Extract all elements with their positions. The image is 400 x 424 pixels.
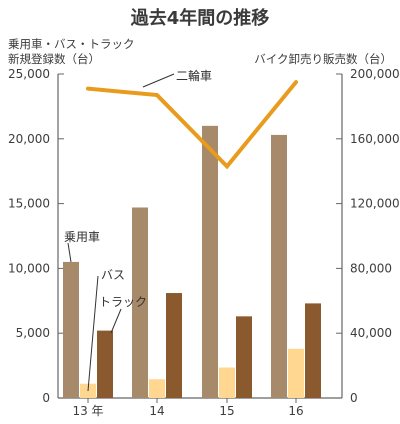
left-axis-tick-label-1: 5,000 xyxy=(16,326,50,340)
bar-トラック-1 xyxy=(166,293,182,398)
x-axis-label-0: 13 年 xyxy=(72,404,103,418)
bar-バス-3 xyxy=(288,349,304,398)
series-label-leader-truck xyxy=(111,309,121,333)
series-label-bus: バス xyxy=(101,268,125,282)
bar-トラック-2 xyxy=(236,316,252,398)
series-label-leader-motorcycles xyxy=(143,74,174,87)
bar-バス-2 xyxy=(219,368,235,398)
bar-乗用車-0 xyxy=(63,262,79,398)
left-axis-label-line-2: 新規登録数（台） xyxy=(8,52,100,66)
x-axis-label-2: 15 xyxy=(219,404,234,418)
right-axis-tick-label-5: 200,000 xyxy=(350,67,400,81)
bar-乗用車-2 xyxy=(202,126,218,398)
right-axis-tick-label-0: 0 xyxy=(350,391,358,405)
left-axis-tick-label-4: 20,000 xyxy=(8,132,50,146)
left-axis-label-line-1: 乗用車・バス・トラック xyxy=(8,37,135,51)
line-series-motorcycles xyxy=(88,82,296,166)
right-axis-tick-label-2: 80,000 xyxy=(350,261,392,275)
bar-トラック-3 xyxy=(305,303,321,398)
right-axis-tick-label-4: 160,000 xyxy=(350,132,400,146)
left-axis-tick-label-0: 0 xyxy=(42,391,50,405)
series-label-motorcycles: 二輪車 xyxy=(176,68,212,83)
series-label-passenger: 乗用車 xyxy=(64,230,100,244)
series-label-leader-passenger xyxy=(68,243,71,262)
chart-title: 過去4年間の推移 xyxy=(131,7,270,29)
bar-乗用車-3 xyxy=(271,135,287,398)
x-axis-label-3: 16 xyxy=(288,404,303,418)
left-axis-tick-label-3: 15,000 xyxy=(8,197,50,211)
left-axis-tick-label-5: 25,000 xyxy=(8,67,50,81)
x-axis-label-1: 14 xyxy=(149,404,164,418)
bar-トラック-0 xyxy=(97,331,113,398)
bar-バス-1 xyxy=(149,379,165,398)
right-axis-label: バイク卸売り販売数（台） xyxy=(254,52,392,66)
series-label-truck: トラック xyxy=(99,295,147,309)
right-axis-tick-label-3: 120,000 xyxy=(350,197,400,211)
left-axis-tick-label-2: 10,000 xyxy=(8,261,50,275)
series-label-leader-bus xyxy=(88,276,98,391)
right-axis-tick-label-1: 40,000 xyxy=(350,326,392,340)
